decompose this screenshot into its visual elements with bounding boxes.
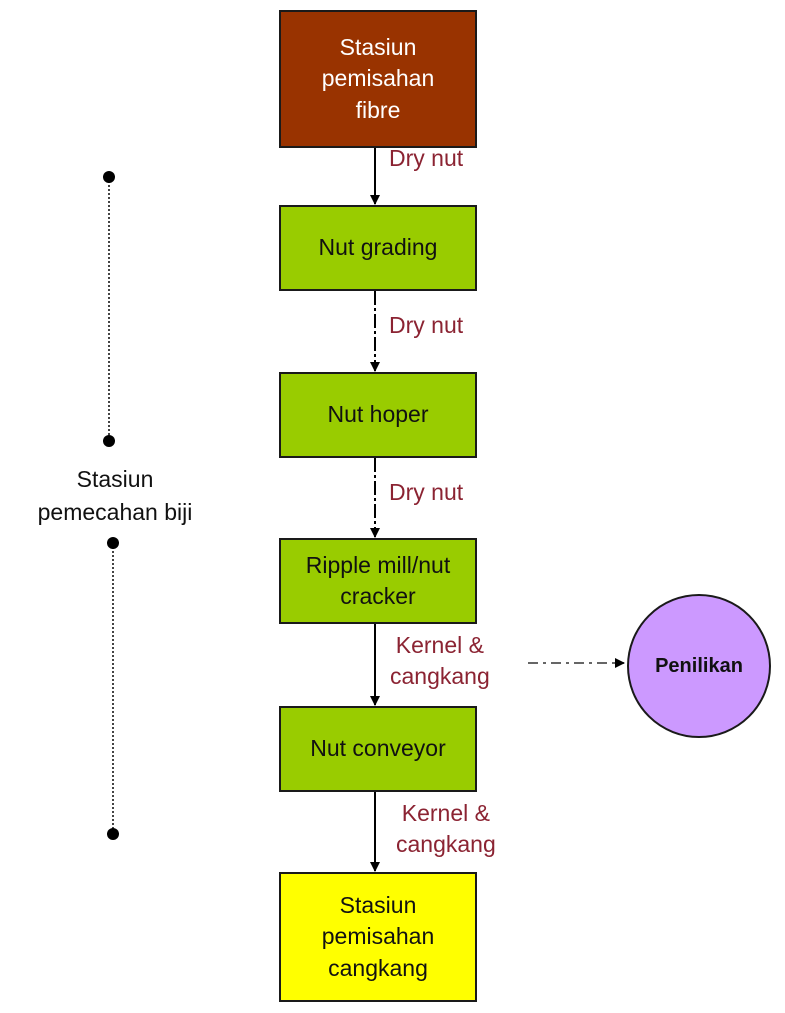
box-ripple-mill-label: Ripple mill/nut cracker bbox=[305, 551, 451, 609]
box-nut-grading-label: Nut grading bbox=[318, 234, 438, 261]
flow-label-dry-nut-1: Dry nut bbox=[389, 145, 464, 171]
flow-label-kernel-cangkang-1: Kernel & cangkang bbox=[390, 632, 490, 690]
box-stasiun-pemisahan-cangkang-label: Stasiun pemisahan cangkang bbox=[321, 892, 435, 981]
node-penilikan: Penilikan bbox=[627, 594, 771, 738]
box-nut-hoper: Nut hoper bbox=[279, 372, 477, 458]
flow-label-dry-nut-3: Dry nut bbox=[389, 479, 464, 505]
node-penilikan-label: Penilikan bbox=[655, 654, 743, 677]
box-nut-conveyor-label: Nut conveyor bbox=[310, 735, 446, 762]
box-nut-grading: Nut grading bbox=[279, 205, 477, 291]
box-nut-hoper-label: Nut hoper bbox=[327, 401, 429, 428]
box-stasiun-pemisahan-fibre-label: Stasiun pemisahan fibre bbox=[321, 34, 435, 123]
box-ripple-mill: Ripple mill/nut cracker bbox=[279, 538, 477, 624]
bracket-dot-upper-top bbox=[103, 171, 115, 183]
box-nut-conveyor: Nut conveyor bbox=[279, 706, 477, 792]
bracket-dot-upper-bottom bbox=[103, 435, 115, 447]
bracket-dot-lower-top bbox=[107, 537, 119, 549]
side-label-stasiun-pemecahan-biji: Stasiun pemecahan biji bbox=[37, 466, 193, 526]
flow-label-kernel-cangkang-2: Kernel & cangkang bbox=[396, 800, 496, 858]
bracket-dot-lower-bottom bbox=[107, 828, 119, 840]
box-stasiun-pemisahan-fibre: Stasiun pemisahan fibre bbox=[279, 10, 477, 148]
box-stasiun-pemisahan-cangkang: Stasiun pemisahan cangkang bbox=[279, 872, 477, 1002]
flow-label-dry-nut-2: Dry nut bbox=[389, 312, 464, 338]
